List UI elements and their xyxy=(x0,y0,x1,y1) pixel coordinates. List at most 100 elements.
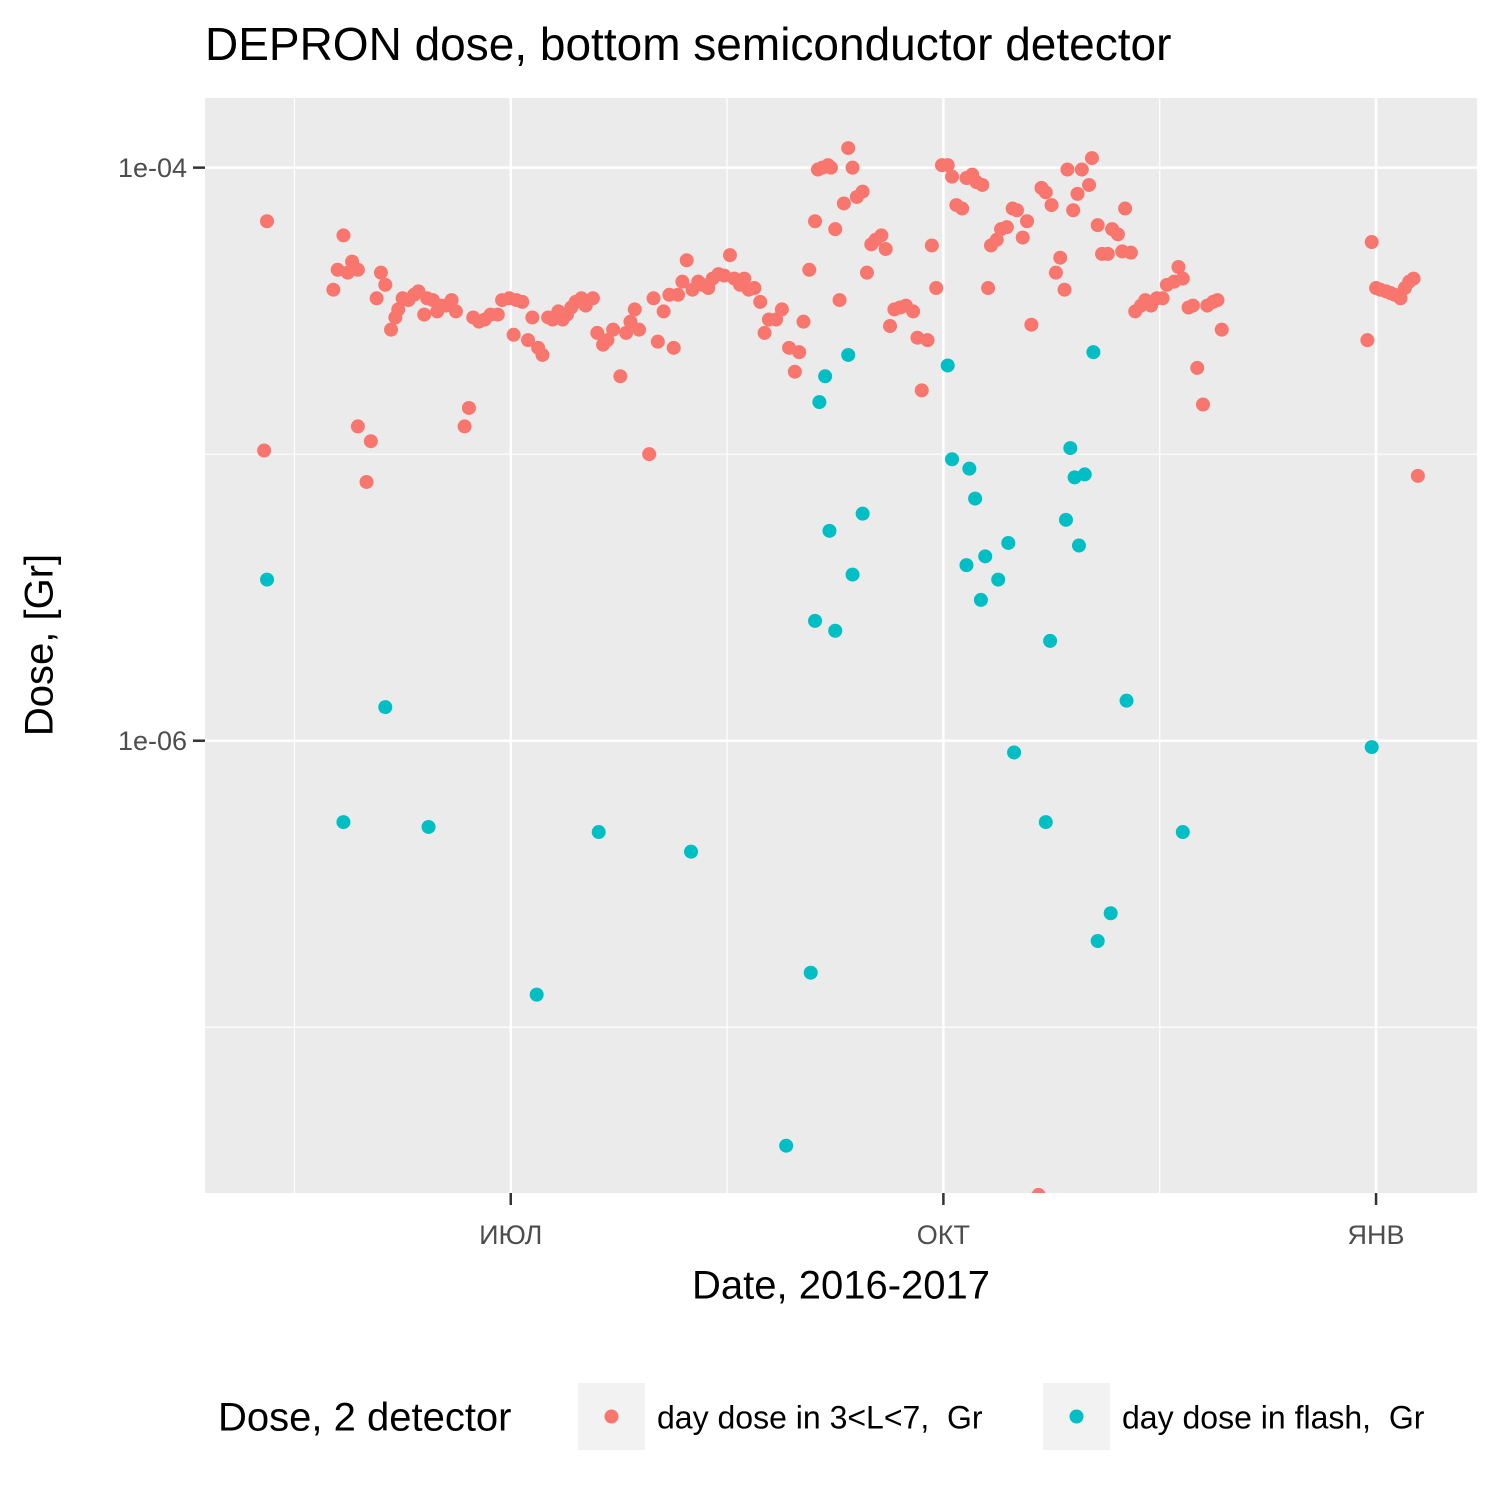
point xyxy=(260,214,275,229)
point xyxy=(836,196,851,211)
point xyxy=(1090,218,1105,233)
point xyxy=(1123,245,1138,260)
point xyxy=(808,214,823,229)
point xyxy=(1110,227,1125,242)
point xyxy=(1058,512,1073,527)
point xyxy=(1001,535,1016,550)
x-axis-title: Date, 2016-2017 xyxy=(692,1264,990,1308)
point xyxy=(1175,825,1190,840)
point xyxy=(525,310,540,325)
point xyxy=(666,340,681,355)
point xyxy=(679,253,694,268)
legend: Dose, 2 detector day dose in 3<L<7, Gr da… xyxy=(218,1383,1425,1450)
point xyxy=(874,228,889,243)
point xyxy=(906,304,921,319)
point xyxy=(257,443,272,458)
point xyxy=(968,491,983,506)
point xyxy=(828,222,843,237)
point xyxy=(336,815,351,830)
x-tick-label: ОКТ xyxy=(917,1220,970,1250)
point xyxy=(999,220,1014,235)
point xyxy=(448,304,463,319)
point xyxy=(1364,740,1379,755)
point xyxy=(1007,745,1022,760)
point xyxy=(1060,162,1075,177)
point xyxy=(914,383,929,398)
point xyxy=(1118,201,1133,216)
x-tick-label: ЯНВ xyxy=(1348,1220,1405,1250)
point xyxy=(656,304,671,319)
point xyxy=(1210,293,1225,308)
point xyxy=(845,160,860,175)
point xyxy=(1090,934,1105,949)
point xyxy=(787,364,802,379)
point xyxy=(855,506,870,521)
y-tick-label: 1e-04 xyxy=(118,153,187,183)
point xyxy=(1048,265,1063,280)
point xyxy=(1155,291,1170,306)
point xyxy=(369,291,384,306)
point xyxy=(378,277,393,292)
point xyxy=(818,369,833,384)
point xyxy=(929,281,944,296)
point xyxy=(613,369,628,384)
point xyxy=(1084,151,1099,166)
point xyxy=(959,558,974,573)
point xyxy=(457,419,472,434)
point xyxy=(737,271,752,286)
legend-marker xyxy=(1069,1409,1084,1424)
point xyxy=(642,447,657,462)
point xyxy=(675,274,690,289)
point xyxy=(671,287,686,302)
point xyxy=(924,238,939,253)
point xyxy=(1066,203,1081,218)
point xyxy=(378,700,393,715)
point xyxy=(461,400,476,415)
point xyxy=(363,434,378,449)
point xyxy=(1175,271,1190,286)
point xyxy=(600,333,615,348)
y-tick-label: 1e-06 xyxy=(118,726,187,756)
point xyxy=(1020,214,1035,229)
point xyxy=(975,177,990,192)
point xyxy=(585,291,600,306)
grid xyxy=(205,98,1477,1193)
point xyxy=(769,312,784,327)
point xyxy=(1053,250,1068,265)
point xyxy=(619,325,634,340)
point xyxy=(855,184,870,199)
point xyxy=(326,282,341,297)
point xyxy=(1190,360,1205,375)
point xyxy=(490,307,505,322)
legend-label: day dose in 3<L<7, Gr xyxy=(657,1399,983,1435)
point xyxy=(1410,468,1425,483)
point xyxy=(1070,186,1085,201)
legend-label: day dose in flash, Gr xyxy=(1122,1399,1425,1435)
point xyxy=(350,262,365,277)
point xyxy=(627,302,642,317)
point xyxy=(845,567,860,582)
point xyxy=(808,613,823,628)
point xyxy=(1038,185,1053,200)
point xyxy=(753,294,768,309)
point xyxy=(444,293,459,308)
point xyxy=(978,549,993,564)
point xyxy=(1043,633,1058,648)
legend-marker xyxy=(604,1409,619,1424)
point xyxy=(521,333,536,348)
point xyxy=(1364,235,1379,250)
point xyxy=(606,322,621,337)
point xyxy=(945,452,960,467)
point xyxy=(841,347,856,362)
point xyxy=(350,419,365,434)
point xyxy=(841,141,856,156)
point xyxy=(1103,906,1118,921)
point xyxy=(1360,333,1375,348)
point xyxy=(590,325,605,340)
point xyxy=(823,160,838,175)
point xyxy=(632,322,647,337)
point xyxy=(1038,815,1053,830)
point xyxy=(812,395,827,410)
point xyxy=(1082,177,1097,192)
